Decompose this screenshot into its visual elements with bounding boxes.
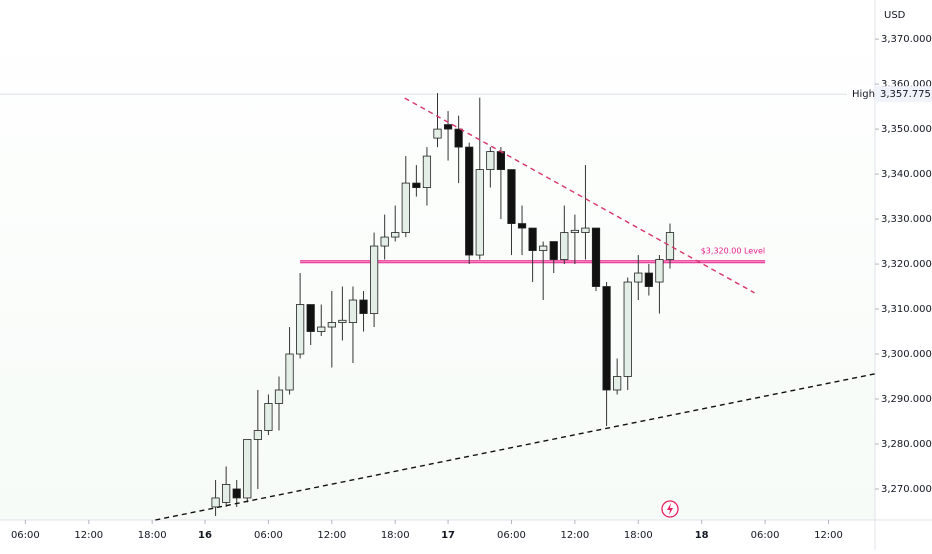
x-tick-label: 12:00 [814, 530, 843, 541]
x-tick-label: 06:00 [751, 530, 780, 541]
y-tick-label: 3,370.000 [881, 34, 932, 45]
candle-body [602, 286, 611, 391]
candle-body [327, 322, 336, 328]
plot-area [0, 0, 875, 520]
candle-body [232, 488, 241, 499]
y-tick-label: 3,280.000 [881, 439, 932, 450]
y-tick-label: 3,320.000 [881, 259, 932, 270]
candle-body [264, 403, 273, 431]
candle-body [401, 182, 410, 233]
y-tick-label: 3,310.000 [881, 304, 932, 315]
y-tick-label: 3,360.000 [881, 79, 932, 90]
level-label: $3,320.00 Level [701, 246, 765, 255]
candle-body [243, 439, 252, 499]
x-tick-label: 06:00 [497, 530, 526, 541]
y-tick-label: 3,330.000 [881, 214, 932, 225]
candle-body [348, 299, 358, 323]
x-tick-label: 18 [695, 530, 709, 541]
y-tick-label: 3,350.000 [881, 124, 932, 135]
candle-body [433, 128, 442, 139]
candle-body [253, 430, 262, 440]
currency: USD [884, 10, 906, 21]
candle-body [634, 272, 643, 283]
candle-body [338, 319, 347, 323]
candle-body [222, 484, 231, 503]
candle-body [306, 304, 315, 332]
y-tick-label: 3,340.000 [881, 169, 932, 180]
y-tick-label: 3,300.000 [881, 349, 932, 360]
x-tick-label: 18:00 [138, 530, 167, 541]
high-value: 3,357.775 [880, 89, 931, 100]
candle-body [422, 155, 432, 188]
x-tick-label: 17 [441, 530, 455, 541]
high-value-bg [876, 86, 932, 103]
candle-body [644, 272, 653, 287]
candle-body [613, 376, 622, 391]
candle-body [560, 232, 569, 260]
candle-body [412, 182, 421, 188]
candle-body [507, 169, 516, 224]
candle-body [211, 497, 220, 508]
candle-body [665, 232, 675, 260]
candle-body [486, 151, 495, 170]
candle-body [623, 281, 632, 377]
x-tick-label: 18:00 [624, 530, 653, 541]
candle-body [380, 236, 389, 247]
x-tick-label: 06:00 [254, 530, 283, 541]
candle-body [517, 223, 527, 229]
candle-body [285, 353, 294, 391]
candle-body [496, 151, 506, 170]
x-tick-label: 06:00 [11, 530, 40, 541]
candle-body [591, 227, 601, 287]
candle-body [391, 232, 400, 238]
x-tick-label: 12:00 [74, 530, 103, 541]
y-tick-label: 3,270.000 [881, 484, 932, 495]
candle-body [454, 128, 463, 148]
x-tick-label: 12:00 [317, 530, 346, 541]
high-name-bg [847, 86, 874, 103]
trendline [404, 97, 755, 294]
candle-body [274, 389, 284, 404]
candle-body [549, 241, 558, 260]
candle-body [570, 229, 579, 233]
candle-body [539, 245, 548, 251]
candle-body [359, 299, 368, 314]
candle-body [655, 259, 664, 283]
candle-body [369, 245, 379, 314]
candle-body [443, 124, 453, 130]
candle-body [317, 326, 326, 332]
alert-icon[interactable] [661, 500, 679, 518]
candle-body [296, 304, 305, 355]
y-tick-label: 3,290.000 [881, 394, 932, 405]
high-name: High [852, 89, 875, 100]
candle-body [475, 169, 484, 256]
candle-body [581, 227, 590, 233]
candle-body [465, 146, 474, 256]
x-tick-label: 18:00 [381, 530, 410, 541]
x-tick-label: 12:00 [560, 530, 589, 541]
x-tick-label: 16 [198, 530, 212, 541]
candle-body [528, 227, 537, 251]
